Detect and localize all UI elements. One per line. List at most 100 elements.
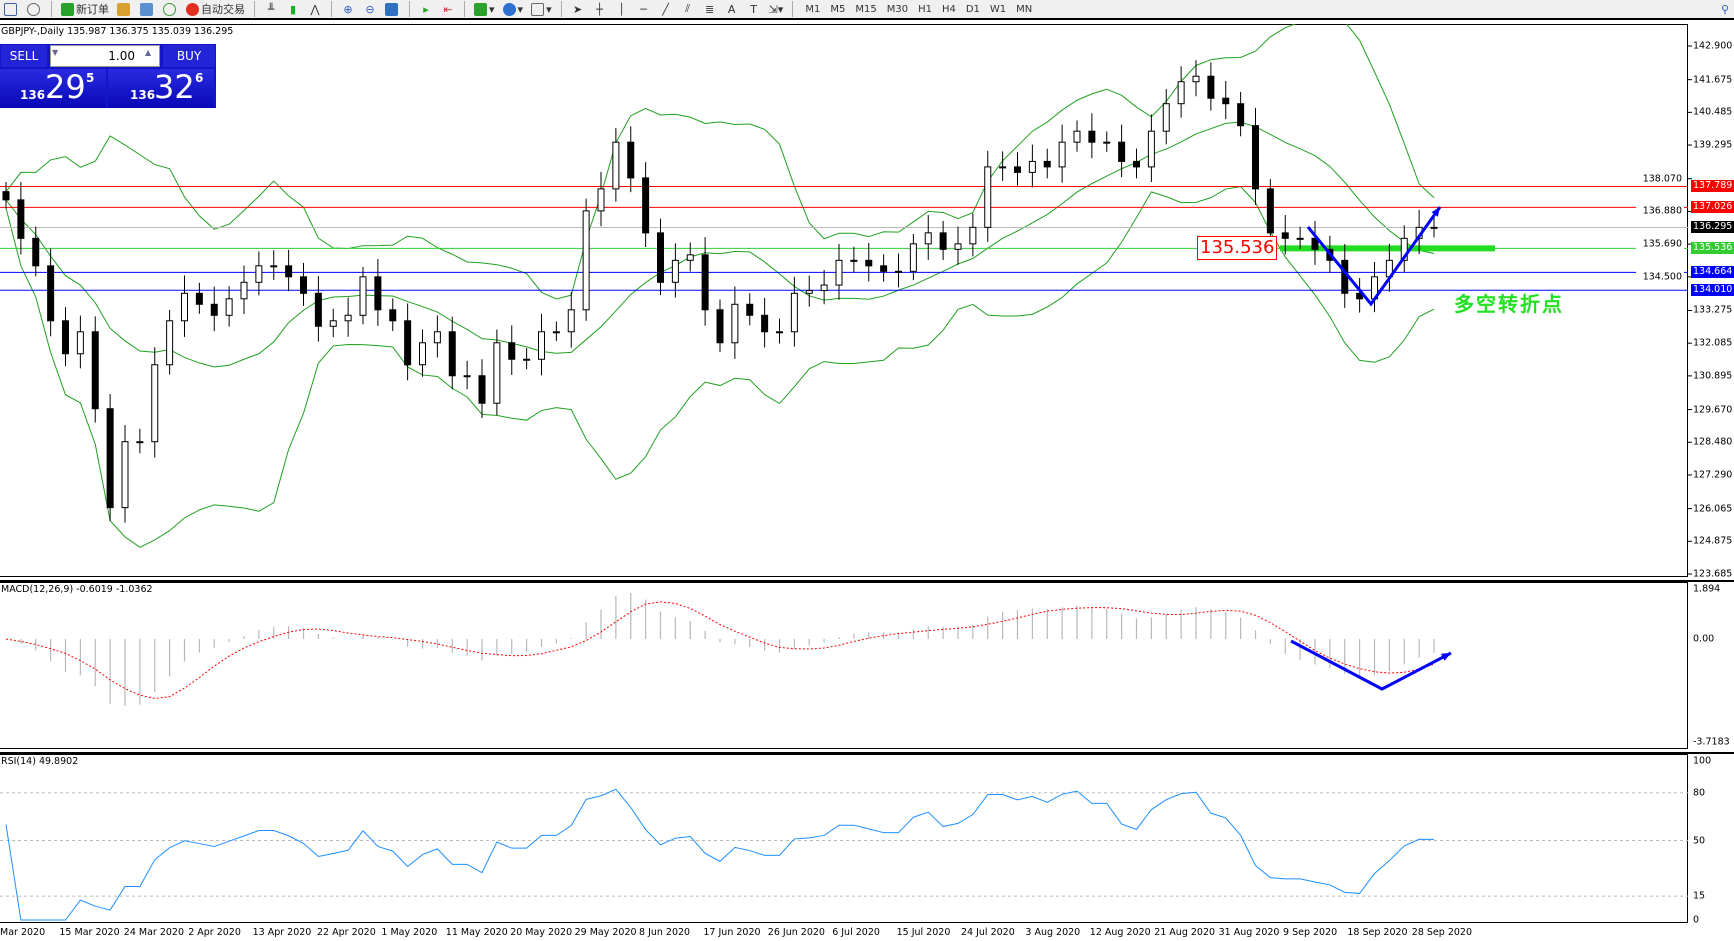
y-tick-label: 138.070 (1636, 173, 1684, 185)
y-tick-label: 126.065 (1693, 503, 1733, 515)
tile-windows-button[interactable] (383, 1, 402, 18)
date-tick-label: 17 Jun 2020 (703, 927, 761, 938)
one-click-trading-panel: SELL 1.00 ▼ ▲ BUY 136 29 5 136 32 6 (0, 44, 216, 108)
timeframe-h1[interactable]: H1 (918, 3, 932, 15)
templates-button[interactable]: ▾ (529, 1, 554, 18)
profiles-button[interactable] (25, 1, 44, 18)
metaeditor-button[interactable] (115, 1, 134, 18)
vertical-line-icon: │ (618, 2, 625, 16)
bull-candle (1103, 141, 1111, 144)
template-icon (531, 2, 545, 16)
y-tick-label: 127.290 (1693, 469, 1733, 481)
bollinger-middle (5, 121, 1435, 368)
chart-frame (0, 24, 1688, 577)
bull-candle (1177, 81, 1185, 105)
bull-candle (597, 188, 605, 212)
buy-price-prefix: 136 (130, 88, 156, 102)
auto-trading-button[interactable]: 自动交易 (184, 1, 247, 18)
horizontal-line-tool[interactable]: ─ (635, 1, 653, 18)
text-icon: A (727, 2, 736, 16)
timeframe-m30[interactable]: M30 (886, 3, 909, 15)
bull-candle (924, 232, 932, 245)
vertical-line-tool[interactable]: │ (613, 1, 631, 18)
bull-candle (999, 166, 1007, 169)
channel-tool[interactable]: ⫽ (679, 1, 697, 18)
indicators-button[interactable]: ▾ (472, 1, 497, 18)
sell-button[interactable]: SELL (1, 45, 47, 67)
price-tag: 134.664 (1691, 266, 1734, 279)
timeframe-mn[interactable]: MN (1016, 3, 1033, 15)
new-chart-button[interactable] (2, 1, 21, 18)
crosshair-icon: ┼ (596, 2, 603, 16)
arrows-tool[interactable]: ⇲▾ (767, 1, 786, 18)
bull-candle (523, 358, 531, 361)
lot-size-input[interactable]: 1.00 (50, 45, 160, 67)
bear-candle (32, 237, 40, 267)
macd-axis-min: -3.7183 (1693, 736, 1730, 748)
v-arrow-price-head (1431, 207, 1440, 217)
bear-candle (404, 320, 412, 366)
macd-axis-max: 1.894 (1693, 583, 1721, 595)
fibonacci-tool[interactable]: ≣ (701, 1, 719, 18)
rsi-panel[interactable]: RSI(14) 49.8902 100 80 50 15 0 (0, 752, 1734, 926)
navigator-button[interactable] (138, 1, 157, 18)
autoscroll-icon: ▸ (423, 2, 429, 16)
zoom-in-button[interactable]: ⊕ (339, 1, 357, 18)
date-tick-label: 24 Jul 2020 (961, 927, 1015, 938)
bear-candle (1207, 75, 1215, 99)
bar-chart-button[interactable]: ╨ (262, 1, 280, 18)
periods-button[interactable]: ▾ (501, 1, 526, 18)
line-chart-button[interactable]: ⋀ (306, 1, 324, 18)
signal-button[interactable] (161, 1, 180, 18)
bull-candle (805, 290, 813, 294)
rsi-axis-label: 0 (1693, 914, 1700, 926)
new-order-button[interactable]: 新订单 (59, 1, 111, 18)
label-tool[interactable]: T (745, 1, 763, 18)
auto-trading-label: 自动交易 (201, 3, 245, 16)
text-tool[interactable]: A (723, 1, 741, 18)
bull-candle (969, 226, 977, 245)
timeframe-m1[interactable]: M1 (805, 3, 821, 15)
date-tick-label: 29 May 2020 (574, 927, 637, 938)
chart-shift-button[interactable]: ⇤ (439, 1, 457, 18)
macd-signal-line (5, 601, 1435, 700)
bear-candle (62, 320, 69, 355)
date-tick-label: 1 May 2020 (381, 927, 438, 938)
y-tick-label: 129.670 (1693, 404, 1733, 416)
cursor-tool[interactable]: ➤ (569, 1, 587, 18)
timeframe-m15[interactable]: M15 (855, 3, 877, 15)
new-order-label: 新订单 (76, 3, 109, 16)
rsi-line (5, 788, 1435, 921)
price-tag: 137.789 (1691, 180, 1734, 193)
zoom-out-button[interactable]: ⊖ (361, 1, 379, 18)
timeframe-w1[interactable]: W1 (989, 3, 1007, 15)
bull-candle (225, 298, 233, 316)
price-chart[interactable]: GBPJPY-,Daily 135.987 136.375 135.039 13… (0, 24, 1734, 580)
timeframe-h4[interactable]: H4 (941, 3, 956, 15)
lot-decrease-icon[interactable]: ▼ (52, 48, 59, 57)
magnifier-icon (27, 2, 40, 16)
sell-price[interactable]: 136 29 5 (0, 68, 106, 108)
tile-icon (385, 2, 398, 16)
buy-button[interactable]: BUY (163, 45, 215, 67)
sell-price-pip: 5 (86, 71, 95, 85)
buy-price-main: 32 (154, 68, 195, 106)
plus-doc-icon (61, 2, 74, 16)
timeframe-d1[interactable]: D1 (965, 3, 980, 15)
date-tick-label: 15 Jul 2020 (896, 927, 951, 938)
crosshair-tool[interactable]: ┼ (591, 1, 609, 18)
trendline-tool[interactable]: ╱ (657, 1, 675, 18)
bear-candle (1088, 130, 1096, 143)
lot-increase-icon[interactable]: ▲ (145, 48, 152, 57)
search-button[interactable]: ⚲ (1716, 1, 1734, 18)
buy-price[interactable]: 136 32 6 (108, 68, 214, 108)
autoscroll-button[interactable]: ▸ (417, 1, 435, 18)
arrows-icon: ⇲▾ (768, 2, 784, 16)
bollinger-lower (5, 186, 1435, 548)
candle-chart-button[interactable]: ▮ (284, 1, 302, 18)
timeframe-m5[interactable]: M5 (830, 3, 846, 15)
zoom-in-icon: ⊕ (343, 2, 353, 16)
macd-panel[interactable]: MACD(12,26,9) -0.6019 -1.0362 1.894 0.00… (0, 580, 1734, 749)
bull-candle (270, 265, 278, 268)
bear-candle (285, 265, 293, 278)
